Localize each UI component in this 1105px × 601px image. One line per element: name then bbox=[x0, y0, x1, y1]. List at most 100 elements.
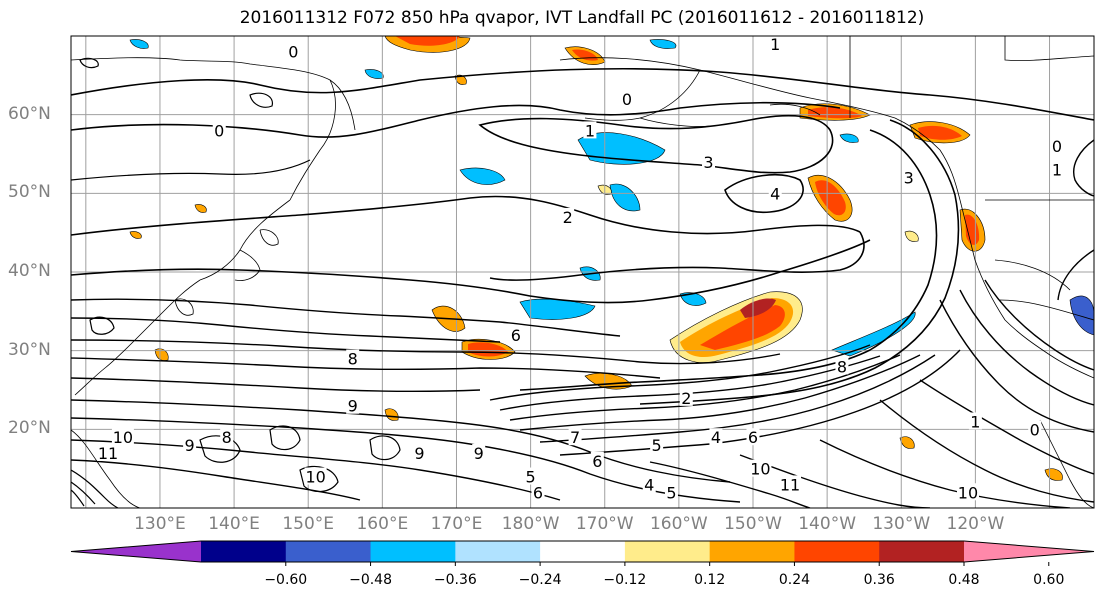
contour-label-background bbox=[220, 428, 234, 446]
contour-label-background bbox=[590, 451, 604, 469]
contour-label: 2 bbox=[563, 208, 573, 227]
contour-label: 1 bbox=[770, 35, 780, 54]
contour-label: 8 bbox=[837, 357, 847, 376]
contour-line bbox=[478, 114, 834, 174]
negative-patch bbox=[831, 311, 916, 357]
negative-patch bbox=[129, 39, 149, 49]
contour-label: 4 bbox=[770, 184, 780, 203]
negative-patch bbox=[649, 39, 677, 49]
contour-label: 11 bbox=[780, 475, 800, 494]
contour-line bbox=[489, 344, 871, 401]
positive-patch bbox=[1044, 468, 1063, 481]
contour-label: 2 bbox=[681, 389, 691, 408]
contour-line bbox=[919, 379, 1094, 475]
colorbar-segment bbox=[540, 541, 626, 562]
contour-label: 4 bbox=[711, 428, 721, 447]
contour-label: 4 bbox=[644, 475, 654, 494]
coastline bbox=[259, 229, 279, 246]
contour-label-background bbox=[709, 428, 723, 446]
coastline bbox=[639, 117, 711, 127]
contour-line bbox=[559, 349, 961, 456]
coastline bbox=[74, 339, 136, 396]
contour-label-background bbox=[111, 428, 134, 446]
longitude-label: 160°W bbox=[649, 514, 708, 534]
colorbar-segment bbox=[624, 541, 711, 562]
anomaly-shading bbox=[129, 36, 1094, 481]
contour-label: 10 bbox=[113, 428, 133, 447]
contour-label: 5 bbox=[652, 436, 662, 455]
coastline bbox=[234, 249, 261, 281]
contour-line bbox=[249, 92, 274, 108]
contour-label: 6 bbox=[533, 483, 543, 502]
colorbar-over-triangle bbox=[964, 541, 1094, 562]
contour-label: 8 bbox=[222, 428, 232, 447]
contour-label-background bbox=[531, 483, 545, 501]
contour-line bbox=[509, 354, 901, 421]
contour-label: 1 bbox=[1052, 161, 1062, 180]
contour-line bbox=[71, 439, 561, 501]
longitude-label: 140°E bbox=[208, 514, 260, 534]
positive-patch bbox=[815, 180, 846, 216]
contour-label: 9 bbox=[414, 444, 424, 463]
contour-line bbox=[71, 377, 481, 393]
contour-label: 6 bbox=[592, 452, 602, 471]
contour-label: 5 bbox=[526, 468, 536, 487]
contour-line bbox=[499, 355, 881, 411]
contour-line bbox=[369, 435, 401, 461]
colorbar-tick-label: −0.36 bbox=[433, 572, 477, 588]
contour-label-background bbox=[472, 443, 486, 461]
coastline bbox=[134, 279, 201, 341]
longitude-label: 170°W bbox=[575, 514, 634, 534]
contour-label-background bbox=[968, 412, 982, 430]
positive-patch bbox=[154, 348, 169, 361]
negative-patch bbox=[679, 292, 707, 306]
longitude-label: 130°W bbox=[872, 514, 931, 534]
contour-label-background bbox=[702, 152, 716, 170]
contour-label: 6 bbox=[511, 326, 521, 345]
contour-label: 0 bbox=[288, 43, 298, 62]
contour-line bbox=[71, 489, 85, 507]
contour-label: 9 bbox=[348, 397, 358, 416]
contour-label: 1 bbox=[585, 121, 595, 140]
contour-line bbox=[959, 289, 1094, 406]
contour-label-background bbox=[664, 483, 678, 501]
negative-patch bbox=[364, 69, 384, 79]
contour-line bbox=[489, 231, 865, 281]
contour-line bbox=[1073, 139, 1094, 197]
positive-patch bbox=[384, 408, 399, 421]
contour-line bbox=[724, 174, 804, 214]
contour-line bbox=[79, 57, 99, 69]
contour-line bbox=[269, 425, 301, 451]
contour-line bbox=[71, 317, 501, 343]
contour-label-background bbox=[583, 121, 597, 139]
positive-patch bbox=[700, 305, 785, 350]
contour-line bbox=[71, 159, 311, 181]
contour-line bbox=[71, 399, 731, 483]
coastline bbox=[999, 299, 1094, 321]
contour-line bbox=[519, 129, 938, 391]
contour-label: 7 bbox=[570, 428, 580, 447]
contour-label-background bbox=[746, 428, 760, 446]
contour-label-background bbox=[561, 207, 575, 225]
contour-line bbox=[819, 439, 1071, 508]
contour-line bbox=[939, 299, 1094, 433]
contour-label: 1 bbox=[970, 412, 980, 431]
colorbar-tick-label: 0.48 bbox=[948, 572, 980, 588]
contour-line bbox=[1057, 249, 1094, 301]
contour-line bbox=[519, 354, 921, 431]
longitude-label: 130°E bbox=[134, 514, 186, 534]
contour-label-background bbox=[1050, 160, 1064, 178]
latitude-label: 50°N bbox=[8, 182, 51, 203]
negative-patch bbox=[577, 132, 666, 165]
positive-patch bbox=[194, 204, 207, 213]
contour-label-background bbox=[183, 436, 197, 454]
contour-label-background bbox=[509, 325, 523, 343]
colorbar-segment bbox=[370, 541, 456, 562]
contour-label: 0 bbox=[622, 90, 632, 109]
latitude-label: 60°N bbox=[8, 103, 51, 124]
coastline bbox=[199, 199, 291, 281]
longitude-label: 150°W bbox=[724, 514, 782, 534]
contour-label-background bbox=[346, 396, 360, 414]
contour-line bbox=[71, 101, 841, 138]
